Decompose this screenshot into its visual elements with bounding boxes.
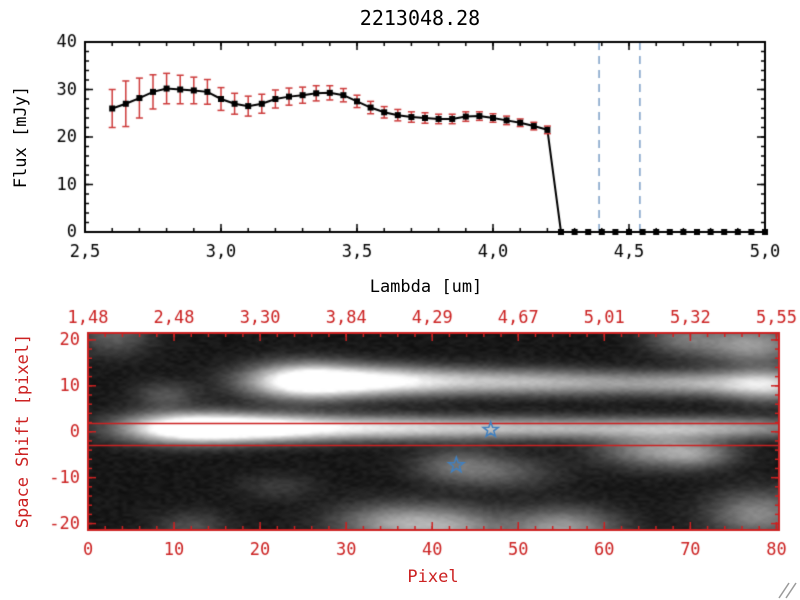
pixel-axis-label: Pixel <box>407 567 459 587</box>
lambda-axis-label: Lambda [um] <box>369 277 483 297</box>
corner-resize-marks <box>778 582 797 599</box>
flux-axis-label: Flux [mJy] <box>11 85 31 189</box>
plot-title: 2213048.28 <box>359 6 481 30</box>
space-shift-axis-label: Space Shift [pixel] <box>13 333 33 529</box>
